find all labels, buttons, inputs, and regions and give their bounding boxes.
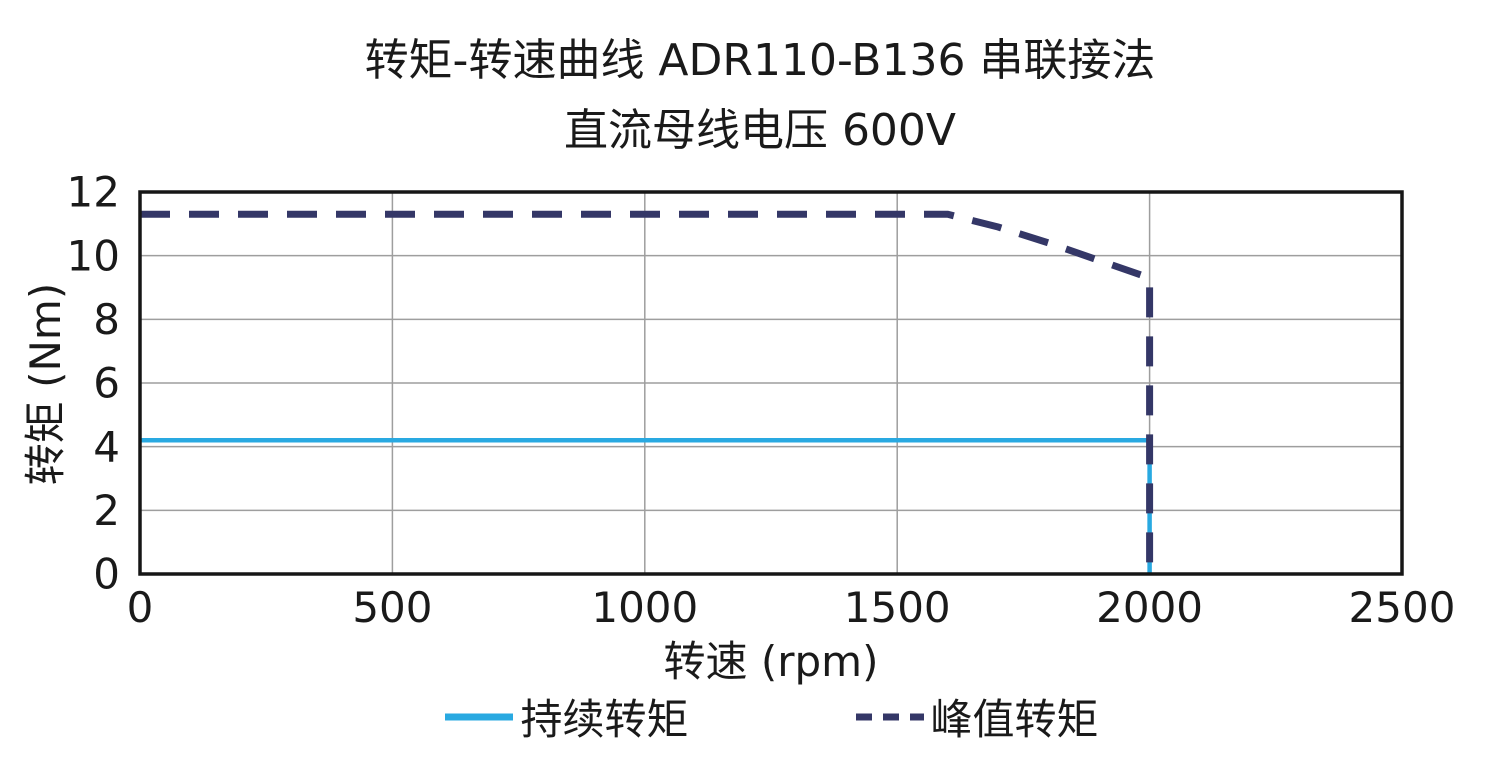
series-line-peak-torque <box>140 210 1154 574</box>
x-tick-label: 0 <box>127 583 154 632</box>
x-tick-label: 500 <box>352 583 432 632</box>
chart-subtitle: 直流母线电压 600V <box>563 105 957 156</box>
x-axis-title: 转速 (rpm) <box>663 637 879 686</box>
x-tick-label: 2000 <box>1096 583 1203 632</box>
continuous-torque-line-sample <box>445 713 514 720</box>
x-tick-label: 1000 <box>591 583 698 632</box>
legend-label-continuous-torque: 持续转矩 <box>520 695 689 744</box>
plot-border <box>138 190 1404 576</box>
peak-torque-line-sample <box>855 713 924 720</box>
legend-label-peak-torque: 峰值转矩 <box>930 695 1099 744</box>
legend-item-peak-torque: 峰值转矩 <box>854 686 1099 747</box>
y-tick-label: 4 <box>93 422 120 471</box>
y-tick-label: 8 <box>93 295 120 344</box>
x-tick-label: 2500 <box>1349 583 1456 632</box>
legend: 持续转矩 峰值转矩 <box>30 686 1512 747</box>
y-axis-title: 转矩 (Nm) <box>21 282 70 486</box>
y-tick-label: 12 <box>67 168 120 217</box>
y-tick-label: 10 <box>67 231 120 280</box>
x-tick-label: 1500 <box>844 583 951 632</box>
chart-title: 转矩-转速曲线 ADR110-B136 串联接法 <box>364 35 1156 86</box>
y-tick-label: 6 <box>93 359 120 408</box>
y-tick-label: 0 <box>93 550 120 599</box>
y-tick-label: 2 <box>93 486 120 535</box>
legend-item-continuous-torque: 持续转矩 <box>443 686 689 747</box>
